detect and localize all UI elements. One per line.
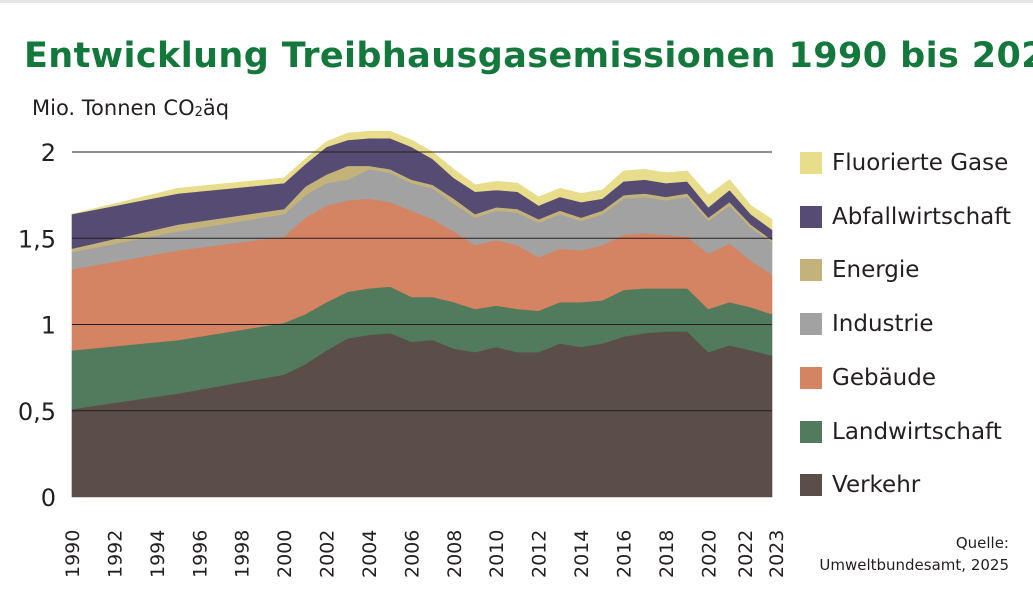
legend-swatch <box>800 366 822 389</box>
source-label: Quelle: <box>955 534 1009 552</box>
y-axis-unit-label: Mio. Tonnen CO2äq <box>32 96 229 120</box>
y-tick-label: 0 <box>41 484 56 512</box>
x-tick-label: 1992 <box>104 530 126 578</box>
x-tick-label: 2002 <box>317 530 339 578</box>
legend-label: Industrie <box>832 311 934 338</box>
legend-swatch <box>800 474 822 497</box>
x-tick-label: 2000 <box>274 530 296 578</box>
x-tick-label: 2018 <box>656 530 678 578</box>
legend-label: Fluorierte Gase <box>832 150 1009 176</box>
x-axis-ticks: 1990 1992 1994 1996 1998 2000 2002 2004 2006 2008… <box>62 530 788 578</box>
x-tick-label: 2010 <box>486 530 508 578</box>
legend-item-industrie: Industrie <box>800 311 934 337</box>
x-tick-label: 1990 <box>62 530 84 578</box>
legend-label: Landwirtschaft <box>832 418 1002 445</box>
x-tick-label: 2008 <box>444 530 466 578</box>
legend-label: Abfallwirtschaft <box>832 203 1011 230</box>
y-axis-unit-text: Mio. Tonnen CO <box>32 96 195 120</box>
area-fluorierte-gase <box>71 131 773 230</box>
legend-item-landwirtschaft: Landwirtschaft <box>800 419 1002 445</box>
x-tick-label: 1996 <box>189 530 211 578</box>
legend-label: Energie <box>832 257 920 284</box>
legend-item-abfallwirtschaft: Abfallwirtschaft <box>800 204 1011 230</box>
area-layers <box>71 131 773 498</box>
y-tick-label: 2 <box>41 139 56 167</box>
legend-swatch <box>800 152 822 174</box>
legend-swatch <box>800 205 822 228</box>
y-tick-label: 0,5 <box>18 398 56 426</box>
y-axis-ticks: 0 0,5 1 1,5 2 <box>18 139 56 512</box>
legend-label: Gebäude <box>832 364 936 391</box>
x-tick-label: 2023 <box>766 530 788 578</box>
x-tick-label: 1998 <box>232 530 254 578</box>
legend-swatch <box>800 420 822 443</box>
legend-item-fluorierte-gase: Fluorierte Gase <box>800 150 1008 176</box>
y-axis-unit-suffix: äq <box>202 96 230 120</box>
chart-title: Entwicklung Treibhausgasemissionen 1990 … <box>24 36 1033 76</box>
y-axis-unit-subscript: 2 <box>194 105 203 120</box>
y-tick-label: 1 <box>41 312 56 340</box>
gridlines <box>72 151 772 412</box>
source-text: Umweltbundesamt, 2025 <box>819 556 1009 574</box>
x-tick-label: 2006 <box>401 530 423 578</box>
source-note: Quelle: Umweltbundesamt, 2025 <box>819 532 1009 576</box>
legend-swatch <box>800 259 822 282</box>
top-rule <box>0 0 1033 3</box>
x-tick-label: 2022 <box>735 530 757 578</box>
x-tick-label: 2020 <box>698 530 720 578</box>
y-tick-label: 1,5 <box>18 225 56 253</box>
legend-item-gebaeude: Gebäude <box>800 365 936 391</box>
legend-label: Verkehr <box>832 472 921 499</box>
x-tick-label: 2004 <box>359 530 381 578</box>
x-tick-label: 2012 <box>529 530 551 578</box>
legend-swatch <box>800 313 822 336</box>
legend-item-energie: Energie <box>800 257 919 283</box>
x-tick-label: 2014 <box>571 530 593 578</box>
legend-item-verkehr: Verkehr <box>800 472 920 498</box>
x-tick-label: 2016 <box>614 530 636 578</box>
x-tick-label: 1994 <box>147 530 169 578</box>
